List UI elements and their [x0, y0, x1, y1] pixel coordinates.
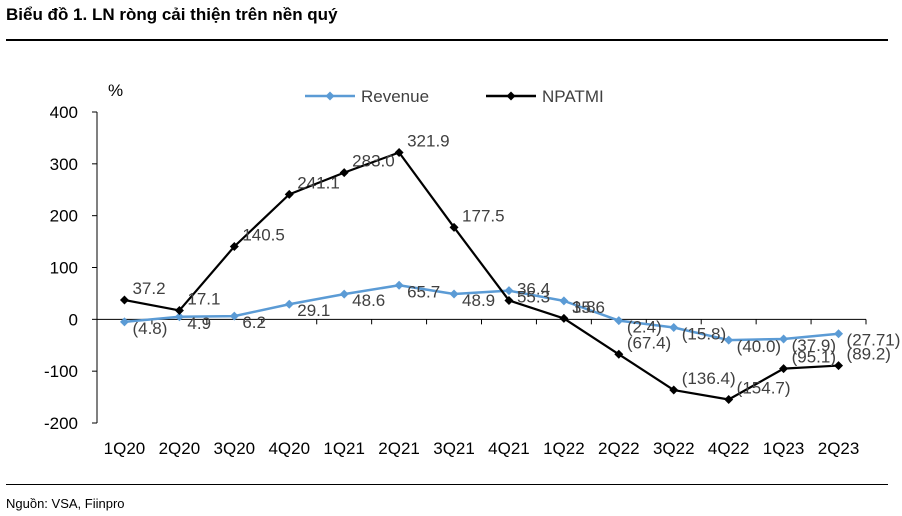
data-point-revenue	[724, 335, 734, 345]
data-label-revenue: 48.6	[352, 291, 385, 310]
top-rule	[6, 39, 888, 41]
data-point-npatmi	[614, 349, 624, 359]
data-point-npatmi	[559, 313, 569, 323]
x-tick-label: 1Q21	[323, 439, 365, 458]
data-point-revenue	[669, 323, 679, 333]
data-point-npatmi	[229, 242, 239, 252]
x-tick-label: 3Q20	[214, 439, 256, 458]
data-point-revenue	[504, 286, 514, 296]
chart-title: Biểu đồ 1. LN ròng cải thiện trên nền qu…	[6, 5, 338, 24]
data-label-revenue: 6.2	[242, 313, 266, 332]
data-label-revenue: 65.7	[407, 282, 440, 301]
x-tick-label: 2Q20	[159, 439, 201, 458]
y-tick-label: 400	[50, 103, 78, 122]
data-point-npatmi	[779, 364, 789, 374]
data-label-npatmi: (95.1)	[792, 348, 836, 367]
data-label-revenue: (37.9)	[792, 336, 836, 355]
data-label-npatmi: (136.4)	[682, 369, 736, 388]
y-tick-label: 300	[50, 155, 78, 174]
x-tick-label: 1Q23	[763, 439, 805, 458]
data-label-revenue: (40.0)	[737, 337, 781, 356]
x-tick-label: 1Q20	[104, 439, 146, 458]
data-point-npatmi	[724, 395, 734, 405]
data-point-revenue	[614, 316, 624, 326]
line-chart: 400 300 200 100 0 -100 -200% 1Q20 2Q20 3Q20 4Q20 1Q…	[44, 81, 901, 458]
data-point-revenue	[174, 312, 184, 322]
data-point-npatmi	[174, 305, 184, 315]
data-label-revenue: (2.4)	[627, 318, 662, 337]
data-label-npatmi: 37.2	[132, 279, 165, 298]
y-tick-label: 100	[50, 259, 78, 278]
data-point-npatmi	[119, 295, 129, 305]
data-label-npatmi: 36.4	[517, 279, 550, 298]
y-tick-label: 0	[69, 310, 78, 329]
x-tick-label: 4Q20	[268, 439, 310, 458]
data-point-npatmi	[834, 361, 844, 371]
data-label-npatmi: 321.9	[407, 131, 450, 150]
data-label-npatmi: 241.1	[297, 173, 340, 192]
data-point-npatmi	[394, 147, 404, 157]
data-point-npatmi	[449, 222, 459, 232]
data-point-npatmi	[504, 295, 514, 305]
legend-label-npatmi: NPATMI	[542, 87, 604, 106]
data-point-revenue	[449, 289, 459, 299]
data-label-npatmi: 17.1	[187, 289, 220, 308]
y-axis-label: %	[108, 81, 123, 100]
x-tick-label: 4Q21	[488, 439, 530, 458]
data-point-npatmi	[669, 385, 679, 395]
data-label-revenue: 48.9	[462, 291, 495, 310]
data-label-npatmi: (89.2)	[847, 345, 891, 364]
legend-marker-npatmi	[506, 91, 516, 101]
data-label-revenue: (15.8)	[682, 325, 726, 344]
y-tick-label: -200	[44, 414, 78, 433]
data-label-revenue: 35.6	[572, 298, 605, 317]
data-label-revenue: 4.9	[187, 314, 211, 333]
source-note: Nguồn: VSA, Fiinpro	[6, 496, 125, 511]
data-label-npatmi: 283.0	[352, 152, 395, 171]
x-tick-label: 2Q22	[598, 439, 640, 458]
y-tick-label: -100	[44, 362, 78, 381]
legend-label-revenue: Revenue	[361, 87, 429, 106]
data-label-revenue: 29.1	[297, 301, 330, 320]
data-label-revenue: (4.8)	[132, 319, 167, 338]
legend-marker-revenue	[325, 91, 335, 101]
data-point-revenue	[339, 289, 349, 299]
data-label-npatmi: 1.8	[572, 297, 596, 316]
data-point-revenue	[779, 334, 789, 344]
x-tick-label: 3Q22	[653, 439, 695, 458]
y-tick-label: 200	[50, 207, 78, 226]
series-line-npatmi	[124, 151, 839, 401]
data-point-revenue	[284, 299, 294, 309]
data-label-revenue: 55.3	[517, 288, 550, 307]
data-label-npatmi: 177.5	[462, 206, 505, 225]
series-line-revenue	[124, 284, 839, 342]
x-tick-label: 1Q22	[543, 439, 585, 458]
data-point-revenue	[229, 311, 239, 321]
x-tick-label: 4Q22	[708, 439, 750, 458]
data-point-revenue	[119, 317, 129, 327]
data-label-npatmi: (67.4)	[627, 333, 671, 352]
data-label-npatmi: (154.7)	[737, 379, 791, 398]
data-label-npatmi: 140.5	[242, 226, 285, 245]
data-point-revenue	[559, 296, 569, 306]
x-tick-label: 2Q21	[378, 439, 420, 458]
data-label-revenue: (27.71)	[847, 331, 901, 350]
data-point-npatmi	[284, 189, 294, 199]
bottom-rule	[6, 484, 888, 485]
x-tick-label: 3Q21	[433, 439, 475, 458]
data-point-revenue	[394, 280, 404, 290]
data-point-npatmi	[339, 168, 349, 178]
data-point-revenue	[834, 329, 844, 339]
x-tick-label: 2Q23	[818, 439, 860, 458]
